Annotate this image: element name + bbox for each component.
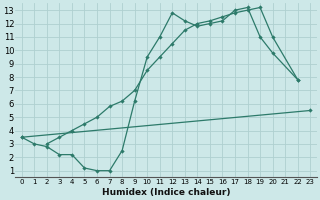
X-axis label: Humidex (Indice chaleur): Humidex (Indice chaleur) (102, 188, 230, 197)
